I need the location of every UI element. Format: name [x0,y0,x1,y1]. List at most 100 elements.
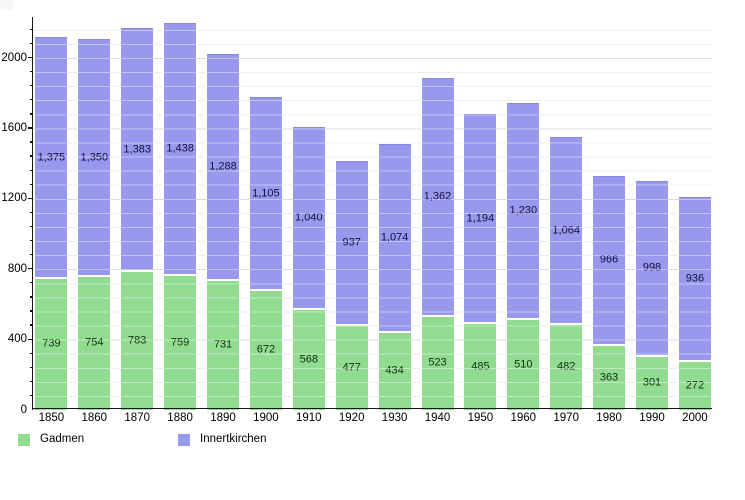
bar-value-label-innertkirchen: 966 [599,253,619,266]
y-axis-minor-tick [29,310,34,312]
bar-value-label-gadmen: 523 [428,356,447,369]
y-axis-minor-tick [29,99,34,101]
bar-segment-gadmen: 672 [249,291,282,410]
bar-segment-gadmen: 485 [464,324,497,410]
bar-segment-innertkirchen: 966 [593,175,626,344]
bar-segment-innertkirchen: 1,350 [78,39,111,275]
y-axis-major-tick [28,197,34,199]
y-axis-minor-tick [29,296,34,298]
y-axis-minor-tick [29,380,34,383]
bar-segment-innertkirchen: 1,230 [507,103,540,318]
bar-value-label-gadmen: 272 [685,379,705,392]
x-axis-tick-label: 1950 [467,412,494,424]
bar-1900: 672 1,105 [249,18,282,410]
bar-segment-gadmen: 363 [593,345,626,410]
bar-segment-innertkirchen: 937 [335,160,368,324]
legend-label-gadmen: Gadmen [40,433,85,445]
y-axis-tick-label: 400 [7,333,27,346]
bar-1990: 301 998 [636,18,668,410]
x-axis-tick-label: 1990 [639,412,665,424]
x-axis-tick-label: 1900 [253,412,279,424]
plot-area: 739 1,375 754 1,350 783 1,383 759 1,438 731 1,288… [33,18,712,410]
y-axis-minor-tick [29,239,34,242]
bar-1880: 759 1,438 [164,18,197,410]
legend-item-gadmen: Gadmen [18,433,84,446]
bar-1950: 485 1,194 [464,18,497,410]
x-axis-tick-label: 1910 [296,412,322,424]
bar-segment-gadmen: 477 [335,325,368,410]
bar-segment-gadmen: 301 [636,356,668,410]
corner-artifact [0,0,13,10]
bar-segment-gadmen: 759 [164,275,197,410]
x-axis-tick-label: 1980 [596,412,622,424]
bar-segment-innertkirchen: 1,362 [421,77,454,316]
bar-segment-innertkirchen: 1,383 [121,28,154,270]
bar-segment-innertkirchen: 1,064 [550,137,583,323]
y-axis-major-tick [28,127,34,129]
y-axis-major-tick [28,56,34,59]
bar-segment-innertkirchen: 1,194 [464,114,497,323]
bar-segment-innertkirchen: 1,438 [164,22,197,274]
bar-value-label-innertkirchen: 1,438 [166,142,194,155]
x-axis-tick-label: 1890 [210,412,236,424]
bar-value-label-gadmen: 783 [128,334,147,347]
bar-value-label-gadmen: 482 [557,360,576,373]
y-axis-tick-label: 0 [20,403,27,416]
bar-value-label-innertkirchen: 1,288 [209,160,237,173]
y-axis-minor-tick [29,85,34,87]
x-axis-tick-label: 1920 [338,412,365,424]
bar-segment-innertkirchen: 1,375 [35,37,68,278]
bar-1920: 477 937 [335,18,368,410]
bar-value-label-innertkirchen: 1,040 [295,211,323,224]
bar-segment-innertkirchen: 936 [678,196,711,360]
y-axis-minor-tick [29,183,34,185]
y-axis-minor-tick [29,113,34,115]
bar-value-label-innertkirchen: 1,105 [252,187,280,199]
bar-segment-gadmen: 731 [207,280,239,410]
bar-value-label-gadmen: 301 [642,376,662,389]
bar-1960: 510 1,230 [507,18,540,410]
bar-value-label-gadmen: 754 [85,336,104,349]
bar-1930: 434 1,074 [378,18,411,410]
y-axis-line [31,17,34,410]
bar-value-label-innertkirchen: 1,350 [80,151,109,163]
y-axis-minor-tick [29,366,34,368]
y-axis-minor-tick [29,254,34,256]
bar-segment-innertkirchen: 1,105 [249,96,282,290]
bar-segment-innertkirchen: 1,288 [207,54,239,279]
bar-value-label-gadmen: 477 [342,361,361,374]
bar-value-label-gadmen: 568 [299,353,318,366]
bar-segment-gadmen: 272 [678,361,711,410]
x-axis-line [31,407,712,410]
bar-value-label-gadmen: 510 [514,358,533,371]
bar-segment-gadmen: 482 [550,324,583,410]
y-axis-minor-tick [29,141,34,143]
bar-value-label-innertkirchen: 1,194 [466,212,495,225]
bar-value-label-gadmen: 672 [256,343,276,356]
y-axis-minor-tick [29,169,34,171]
bar-segment-gadmen: 568 [292,309,325,410]
bar-value-label-gadmen: 759 [170,336,190,349]
legend-label-innertkirchen: Innertkirchen [200,433,267,445]
bars-container: 739 1,375 754 1,350 783 1,383 759 1,438 731 1,288… [33,18,712,410]
bar-1910: 568 1,040 [292,18,325,410]
bar-value-label-innertkirchen: 998 [642,261,662,274]
x-axis-tick-label: 1960 [510,412,537,424]
bar-1980: 363 966 [593,18,626,410]
bar-1860: 754 1,350 [78,18,111,410]
bar-segment-gadmen: 523 [421,317,454,410]
bar-value-label-gadmen: 731 [213,338,233,351]
bar-value-label-innertkirchen: 1,230 [509,204,538,217]
bar-segment-gadmen: 739 [35,279,68,410]
bar-value-label-gadmen: 739 [42,337,61,350]
y-axis-minor-tick [29,282,34,284]
bar-1850: 739 1,375 [35,18,68,410]
y-axis-minor-tick [29,42,34,45]
y-axis-minor-tick [29,352,34,354]
bar-value-label-innertkirchen: 936 [685,272,705,285]
bar-1890: 731 1,288 [207,18,239,410]
x-axis-tick-label: 1880 [167,412,193,424]
bar-value-label-gadmen: 485 [471,360,490,373]
bar-value-label-gadmen: 363 [599,371,619,384]
